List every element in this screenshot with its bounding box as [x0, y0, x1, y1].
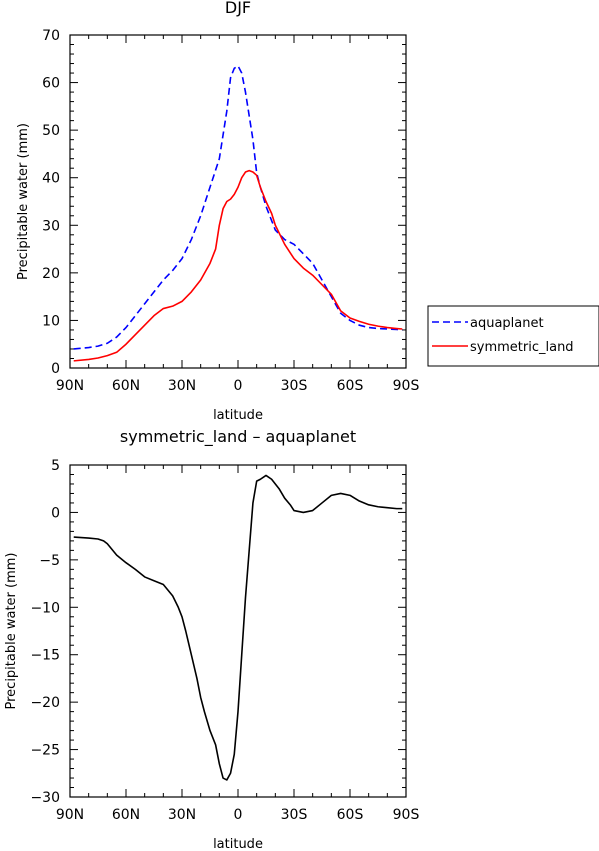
plot-frame [69, 464, 407, 798]
y-tick-label: −15 [30, 648, 60, 664]
y-tick-label: 60 [42, 76, 60, 92]
x-tick-label: 30N [168, 807, 196, 823]
chart-title: DJF [225, 0, 251, 17]
legend-label-symmetric_land: symmetric_land [470, 340, 574, 355]
y-axis-label: Precipitable water (mm) [16, 123, 31, 280]
x-tick-label: 60S [337, 807, 364, 823]
y-tick-label: 50 [42, 123, 60, 139]
y-tick-label: 0 [51, 361, 60, 377]
x-tick-label: 90N [56, 378, 84, 394]
x-tick-label: 60N [112, 378, 140, 394]
x-tick-label: 90N [56, 807, 84, 823]
y-tick-label: −20 [30, 695, 60, 711]
legend-label-aquaplanet: aquaplanet [470, 316, 544, 331]
plot-frame [69, 34, 407, 369]
y-axis-label: Precipitable water (mm) [4, 553, 19, 710]
y-tick-label: −10 [30, 600, 60, 616]
y-tick-label: 5 [51, 458, 60, 474]
series-line-symmetric_land [73, 169, 403, 362]
x-axis-label: latitude [213, 837, 263, 851]
series-line-series-0 [73, 474, 403, 781]
x-tick-label: 30S [281, 378, 308, 394]
x-tick-label: 30N [168, 378, 196, 394]
y-tick-label: −30 [30, 790, 60, 806]
y-tick-label: 40 [42, 171, 60, 187]
y-tick-label: −5 [39, 553, 60, 569]
series-line-aquaplanet [73, 65, 403, 350]
x-tick-label: 0 [234, 378, 243, 394]
x-tick-label: 90S [393, 378, 420, 394]
x-tick-label: 60S [337, 378, 364, 394]
x-axis-label: latitude [213, 408, 263, 423]
y-tick-label: 30 [42, 218, 60, 234]
y-tick-label: 10 [42, 313, 60, 329]
x-tick-label: 60N [112, 807, 140, 823]
y-tick-label: 20 [42, 266, 60, 282]
y-tick-label: 0 [51, 505, 60, 521]
x-tick-label: 90S [393, 807, 420, 823]
legend-box [427, 305, 599, 367]
chart-title: symmetric_land – aquaplanet [120, 427, 356, 447]
x-tick-label: 30S [281, 807, 308, 823]
y-tick-label: −25 [30, 743, 60, 759]
x-tick-label: 0 [234, 807, 243, 823]
y-tick-label: 70 [42, 28, 60, 44]
